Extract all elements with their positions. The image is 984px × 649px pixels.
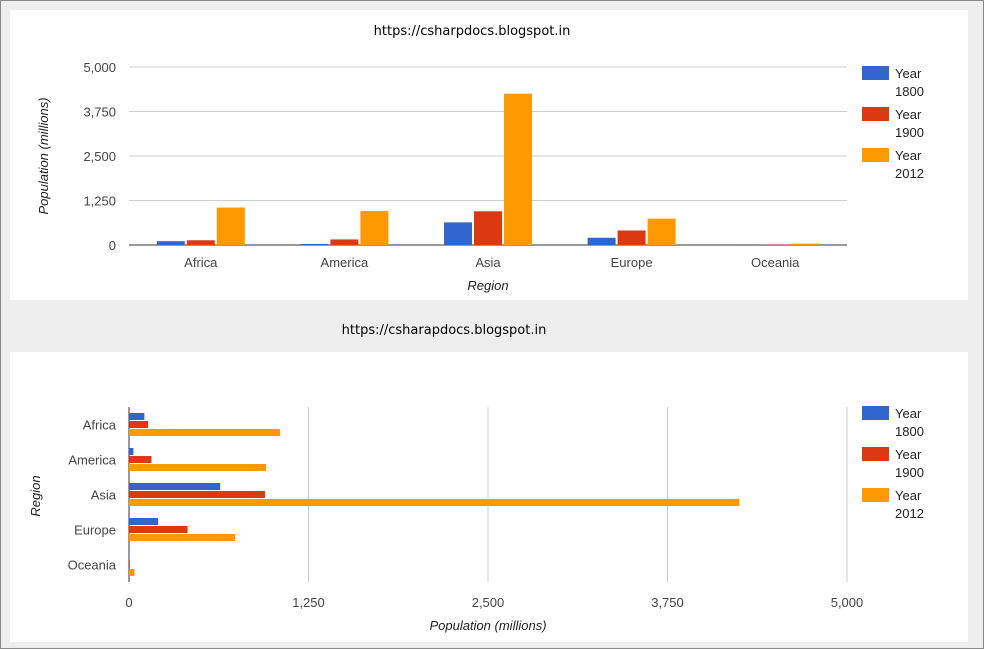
bar-europe-year-1900 (129, 526, 188, 533)
bar-asia-year-1800 (444, 222, 472, 245)
column-chart-y-axis-title: Population (millions) (36, 97, 51, 214)
bar-africa-year-1800 (156, 241, 185, 245)
column-chart-bars (156, 93, 820, 245)
column-chart-category-labels: Africa America Asia Europe Oceania (184, 255, 800, 270)
bar-asia-year-2012 (504, 93, 532, 245)
bar-chart-y-axis-title: Region (28, 475, 43, 516)
legend-label-year-1900: Year (895, 107, 922, 122)
category-label-asia: Asia (91, 488, 117, 503)
column-chart-y-tick-labels: 0 1,250 2,500 3,750 5,000 (83, 60, 116, 253)
legend-label-year-2012: Year (895, 148, 922, 163)
bar-europe-year-1800 (587, 237, 616, 245)
legend-swatch-year-1900 (862, 107, 889, 121)
y-tick-label: 0 (109, 238, 116, 253)
bar-africa-year-1900 (186, 240, 215, 245)
bar-america-year-1900 (129, 456, 152, 463)
column-chart-x-axis-title: Region (467, 278, 508, 293)
legend-swatch-year-1800 (862, 66, 889, 80)
legend-swatch-year-1800 (862, 406, 889, 420)
category-label-europe: Europe (611, 255, 653, 270)
legend-swatch-year-2012 (862, 488, 889, 502)
legend-label-year-1800: Year (895, 406, 922, 421)
legend-label-year-1900: 1900 (895, 125, 924, 140)
legend-label-year-1800: 1800 (895, 424, 924, 439)
bar-asia-year-1800 (129, 483, 221, 490)
bar-asia-year-2012 (129, 499, 740, 506)
bar-africa-year-2012 (129, 429, 281, 436)
bar-europe-year-1800 (129, 518, 159, 525)
legend-label-year-1900: Year (895, 447, 922, 462)
bar-africa-year-2012 (216, 207, 245, 245)
bar-america-year-1900 (330, 239, 359, 245)
bar-europe-year-2012 (647, 218, 676, 245)
x-tick-label: 3,750 (651, 595, 684, 610)
category-label-oceania: Oceania (68, 558, 117, 573)
x-tick-label: 5,000 (831, 595, 864, 610)
bar-america-year-1800 (300, 243, 329, 245)
bar-chart-category-labels: Africa America Asia Europe Oceania (68, 418, 117, 573)
bar-chart-x-tick-labels: 0 1,250 2,500 3,750 5,000 (125, 595, 863, 610)
bar-europe-year-2012 (129, 534, 236, 541)
category-label-europe: Europe (74, 523, 116, 538)
bar-america-year-2012 (129, 464, 266, 471)
bar-chart-legend: Year 1800 Year 1900 Year 2012 (862, 406, 924, 521)
y-tick-label: 2,500 (83, 149, 116, 164)
column-chart-legend: Year 1800 Year 1900 Year 2012 (862, 66, 924, 181)
bar-oceania-year-2012 (129, 569, 135, 576)
category-label-asia: Asia (475, 255, 501, 270)
bar-chart-bars (129, 413, 740, 576)
legend-label-year-2012: 2012 (895, 506, 924, 521)
legend-label-year-2012: 2012 (895, 166, 924, 181)
legend-label-year-2012: Year (895, 488, 922, 503)
category-label-africa: Africa (184, 255, 218, 270)
x-tick-label: 2,500 (472, 595, 505, 610)
legend-label-year-1900: 1900 (895, 465, 924, 480)
separator-band (10, 300, 968, 352)
column-chart-title: https://csharpdocs.blogspot.in (374, 24, 571, 39)
legend-label-year-1800: Year (895, 66, 922, 81)
bar-chart: https://csharapdocs.blogspot.in 0 1,250 2,… (28, 323, 924, 633)
bar-chart-x-axis-title: Population (millions) (429, 618, 546, 633)
category-label-america: America (321, 255, 369, 270)
category-label-oceania: Oceania (751, 255, 800, 270)
legend-label-year-1800: 1800 (895, 84, 924, 99)
bar-africa-year-1800 (129, 413, 145, 420)
y-tick-label: 3,750 (83, 105, 116, 120)
legend-swatch-year-2012 (862, 148, 889, 162)
bar-oceania-year-2012 (791, 243, 820, 245)
column-chart: https://csharpdocs.blogspot.in 0 1,250 2,5… (36, 24, 924, 293)
x-tick-label: 1,250 (292, 595, 325, 610)
bar-asia-year-1900 (474, 211, 502, 245)
bar-america-year-1800 (129, 448, 134, 455)
bar-africa-year-1900 (129, 421, 149, 428)
legend-swatch-year-1900 (862, 447, 889, 461)
bar-chart-title: https://csharapdocs.blogspot.in (342, 323, 547, 338)
x-tick-label: 0 (125, 595, 132, 610)
bar-oceania-year-1900 (129, 561, 130, 568)
category-label-america: America (68, 453, 116, 468)
bar-america-year-2012 (360, 211, 389, 245)
y-tick-label: 5,000 (83, 60, 116, 75)
top-chart-panel (10, 10, 968, 300)
bar-europe-year-1900 (617, 230, 646, 245)
category-label-africa: Africa (83, 418, 117, 433)
y-tick-label: 1,250 (83, 194, 116, 209)
bar-asia-year-1900 (129, 491, 265, 498)
